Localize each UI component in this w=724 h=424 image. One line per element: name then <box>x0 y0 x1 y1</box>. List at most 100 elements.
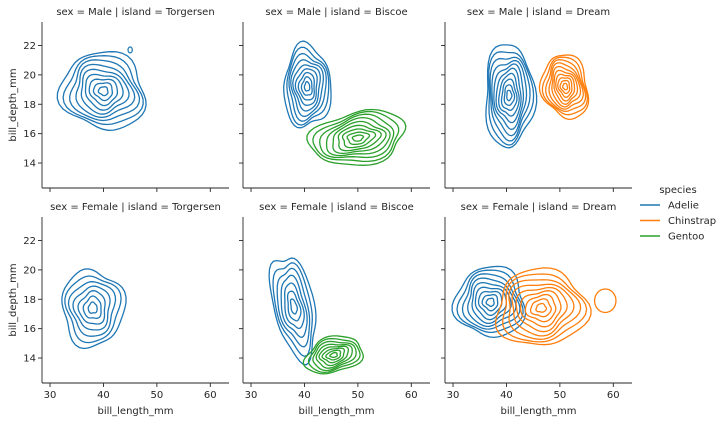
kde-cluster-adelie <box>451 265 527 339</box>
panel-title: sex = Female | island = Torgersen <box>50 202 221 213</box>
contour-level <box>284 282 305 330</box>
contour-level <box>548 62 584 110</box>
contour-level <box>494 267 592 346</box>
contour-level <box>337 124 382 152</box>
contour-level <box>82 295 102 319</box>
contour-level <box>346 131 371 146</box>
contour-level <box>561 82 569 91</box>
panel-title: sex = Female | island = Biscoe <box>259 202 414 213</box>
contour-level <box>535 302 548 313</box>
x-tick-label: 40 <box>298 390 311 401</box>
contour-level <box>500 78 518 111</box>
contour-level <box>319 113 395 159</box>
kde-cluster-adelie <box>283 40 332 129</box>
contour-level <box>485 297 495 307</box>
contour-level <box>97 86 109 97</box>
y-tick-label: 16 <box>23 324 36 335</box>
contour-level <box>64 275 122 344</box>
contour-level <box>325 349 342 361</box>
contour-level <box>506 89 513 102</box>
y-axis-label: bill_depth_mm <box>8 263 19 336</box>
x-axis-label: bill_length_mm <box>500 406 576 417</box>
y-tick-label: 14 <box>23 159 36 170</box>
contour-level <box>300 76 313 96</box>
x-axis-label: bill_length_mm <box>298 406 374 417</box>
x-axis-label: bill_length_mm <box>97 406 173 417</box>
y-tick-label: 20 <box>23 70 36 81</box>
facet-panel-0: sex = Male | island = Torgersen 14 16 18 20 2… <box>8 7 229 192</box>
legend-label-chinstrap: Chinstrap <box>668 216 716 227</box>
legend-title: species <box>659 185 696 196</box>
contour-level <box>72 285 111 331</box>
contour-level <box>286 46 330 126</box>
contour-level <box>80 68 130 115</box>
contour-level <box>302 335 364 375</box>
panel-title: sex = Male | island = Torgersen <box>56 7 214 18</box>
contour-level <box>491 59 528 137</box>
kde-cluster-adelie <box>268 257 317 366</box>
contour-level <box>312 110 400 163</box>
contour-level <box>508 279 582 340</box>
facet-panel-4: sex = Female | island = Biscoe 30 40 50 60 bi… <box>239 202 430 417</box>
contour-level <box>545 59 587 113</box>
x-tick-label: 50 <box>352 390 365 401</box>
x-tick-label: 60 <box>607 390 620 401</box>
kde-cluster-chinstrap <box>538 54 590 121</box>
contour-level <box>498 72 520 117</box>
contour-level <box>307 337 361 374</box>
contour-level <box>489 56 531 142</box>
contour-level <box>329 352 338 359</box>
contour-level <box>456 269 524 334</box>
contour-level <box>315 343 353 369</box>
contour-level <box>485 44 538 149</box>
contour-level <box>56 51 147 131</box>
contour-level <box>541 56 589 116</box>
contour-level <box>493 63 525 131</box>
panel-title: sex = Male | island = Dream <box>467 7 610 18</box>
contour-level <box>75 63 136 119</box>
contour-level <box>61 268 127 350</box>
kde-cluster-adelie <box>485 44 538 149</box>
contour-level <box>474 286 508 321</box>
contour-level <box>321 347 346 364</box>
contour-level <box>524 293 557 323</box>
y-tick-label: 14 <box>23 354 36 365</box>
contour-level <box>557 77 573 98</box>
contour-level <box>77 290 106 325</box>
y-tick-label: 20 <box>23 265 36 276</box>
contour-level <box>351 134 365 142</box>
contour-island <box>593 288 617 314</box>
contour-level <box>481 294 499 312</box>
y-axis-label: bill_depth_mm <box>8 68 19 141</box>
contour-level <box>268 257 317 366</box>
contour-level <box>62 55 144 126</box>
contour-level <box>495 67 522 124</box>
contour-level <box>318 345 350 367</box>
contour-level <box>488 51 535 146</box>
y-tick-label: 18 <box>23 295 36 306</box>
kde-cluster-adelie <box>56 46 147 131</box>
facet-panel-2: sex = Male | island = Dream <box>441 7 632 192</box>
contour-level <box>92 82 114 102</box>
contour-level <box>69 59 141 122</box>
y-tick-label: 18 <box>23 100 36 111</box>
y-tick-label: 22 <box>23 236 36 247</box>
y-tick-label: 22 <box>23 41 36 52</box>
contour-level <box>538 54 590 121</box>
kde-cluster-gentoo <box>306 108 407 166</box>
contour-level <box>84 73 124 111</box>
facet-panel-1: sex = Male | island = Biscoe <box>239 7 430 192</box>
contour-level <box>272 262 313 357</box>
legend-label-gentoo: Gentoo <box>668 232 704 243</box>
x-tick-label: 60 <box>405 390 418 401</box>
legend-label-adelie: Adelie <box>668 201 699 212</box>
kde-cluster-gentoo <box>302 335 364 375</box>
contour-level <box>87 301 98 314</box>
contour-level <box>286 290 302 322</box>
contour-level <box>312 340 357 372</box>
contour-level <box>292 64 321 112</box>
contour-level <box>288 52 327 122</box>
legend: species Adelie Chinstrap Gentoo <box>640 185 716 243</box>
contour-level <box>341 128 377 149</box>
contour-level <box>519 290 562 328</box>
